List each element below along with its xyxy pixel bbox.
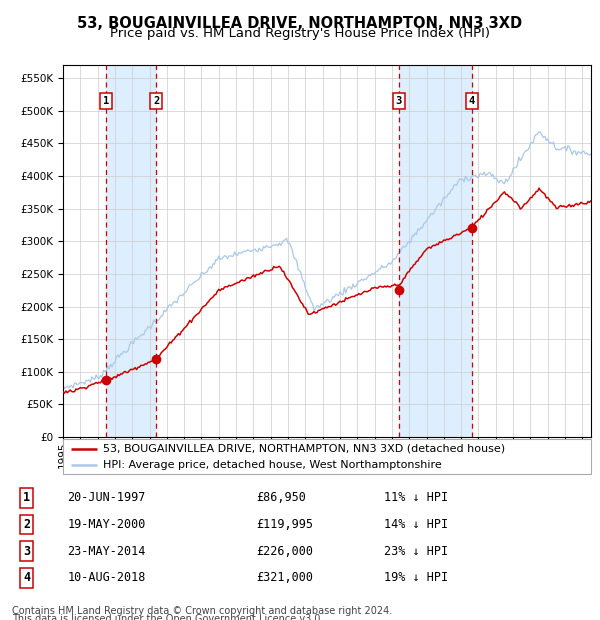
- Text: 23-MAY-2014: 23-MAY-2014: [67, 544, 146, 557]
- FancyBboxPatch shape: [63, 439, 591, 474]
- Text: 19% ↓ HPI: 19% ↓ HPI: [385, 571, 449, 584]
- Text: 1: 1: [103, 96, 109, 106]
- Text: £86,950: £86,950: [256, 491, 307, 504]
- Text: 53, BOUGAINVILLEA DRIVE, NORTHAMPTON, NN3 3XD: 53, BOUGAINVILLEA DRIVE, NORTHAMPTON, NN…: [77, 16, 523, 30]
- Text: 14% ↓ HPI: 14% ↓ HPI: [385, 518, 449, 531]
- Text: 2: 2: [153, 96, 159, 106]
- Text: 3: 3: [395, 96, 402, 106]
- Text: HPI: Average price, detached house, West Northamptonshire: HPI: Average price, detached house, West…: [103, 461, 442, 471]
- Text: This data is licensed under the Open Government Licence v3.0.: This data is licensed under the Open Gov…: [12, 614, 323, 620]
- Text: £119,995: £119,995: [256, 518, 313, 531]
- Text: 11% ↓ HPI: 11% ↓ HPI: [385, 491, 449, 504]
- Text: 53, BOUGAINVILLEA DRIVE, NORTHAMPTON, NN3 3XD (detached house): 53, BOUGAINVILLEA DRIVE, NORTHAMPTON, NN…: [103, 443, 505, 453]
- Text: 4: 4: [469, 96, 475, 106]
- Text: 20-JUN-1997: 20-JUN-1997: [67, 491, 146, 504]
- Text: Contains HM Land Registry data © Crown copyright and database right 2024.: Contains HM Land Registry data © Crown c…: [12, 606, 392, 616]
- Text: 4: 4: [23, 571, 30, 584]
- Text: 1: 1: [23, 491, 30, 504]
- Text: 3: 3: [23, 544, 30, 557]
- Text: 23% ↓ HPI: 23% ↓ HPI: [385, 544, 449, 557]
- Text: £321,000: £321,000: [256, 571, 313, 584]
- Text: 2: 2: [23, 518, 30, 531]
- Text: £226,000: £226,000: [256, 544, 313, 557]
- Text: Price paid vs. HM Land Registry's House Price Index (HPI): Price paid vs. HM Land Registry's House …: [110, 27, 490, 40]
- Bar: [398, 65, 472, 437]
- Text: 10-AUG-2018: 10-AUG-2018: [67, 571, 146, 584]
- Text: 19-MAY-2000: 19-MAY-2000: [67, 518, 146, 531]
- Bar: [106, 65, 156, 437]
